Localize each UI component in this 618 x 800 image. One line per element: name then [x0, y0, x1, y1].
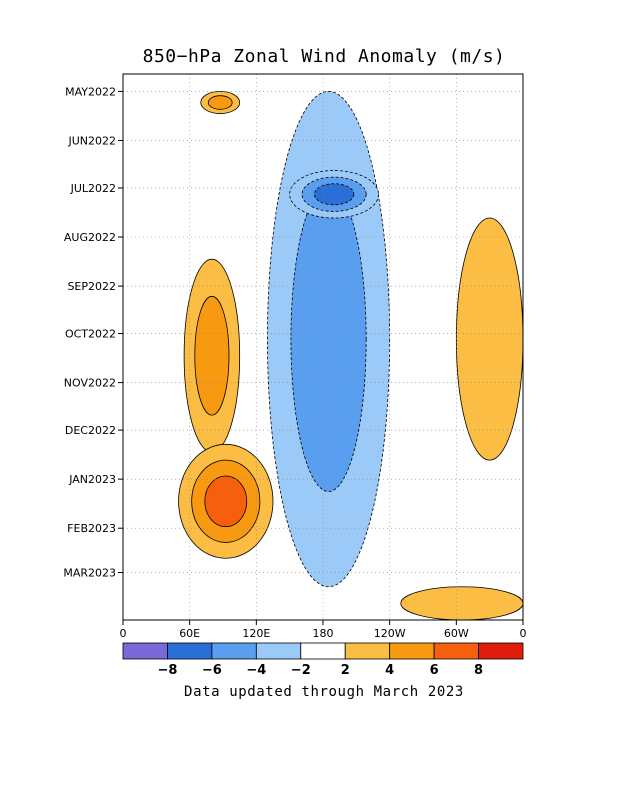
colorbar-swatch — [389, 642, 435, 660]
contour-band — [207, 95, 233, 110]
x-tick-label: 120W — [374, 627, 406, 640]
colorbar-label: −8 — [157, 663, 177, 678]
y-tick-label: SEP2022 — [67, 280, 116, 293]
colorbar-swatch — [211, 642, 257, 660]
x-tick-label: 180 — [313, 627, 334, 640]
y-tick-label: JAN2023 — [68, 473, 116, 486]
x-tick-label: 60W — [444, 627, 469, 640]
y-tick-label: JUL2022 — [70, 182, 116, 195]
x-tick-label: 120E — [242, 627, 270, 640]
westerly-anomaly-2 — [178, 443, 274, 559]
x-tick-label: 0 — [520, 627, 527, 640]
colorbar: −8 −6 −4 −2 2 4 6 8 — [122, 642, 524, 678]
colorbar-swatch — [255, 642, 302, 660]
y-tick-label: OCT2022 — [65, 328, 116, 341]
colorbar-label: 6 — [430, 663, 439, 678]
colorbar-label: 2 — [341, 663, 350, 678]
contour-band — [400, 586, 523, 620]
x-tick-label: 60E — [179, 627, 200, 640]
colorbar-swatch — [122, 642, 168, 660]
grid-lines — [123, 74, 523, 620]
anomaly-field — [178, 91, 523, 620]
y-tick-label: JUN2022 — [67, 134, 116, 147]
colorbar-swatch — [433, 642, 479, 660]
colorbar-swatch — [478, 642, 524, 660]
westerly-anomaly-0 — [200, 91, 241, 114]
colorbar-label: −6 — [202, 663, 222, 678]
y-tick-label: DEC2022 — [65, 424, 116, 437]
contour-band — [204, 475, 248, 528]
contour-band — [455, 217, 523, 461]
x-axis: 0 60E 120E 180 120W 60W 0 — [120, 620, 527, 640]
colorbar-label: −4 — [246, 663, 266, 678]
colorbar-swatch — [300, 642, 346, 660]
colorbar-label: 8 — [474, 663, 483, 678]
westerly-anomaly-3 — [455, 217, 523, 461]
colorbar-swatch — [167, 642, 213, 660]
colorbar-label: −2 — [291, 663, 311, 678]
y-tick-label: MAR2023 — [63, 567, 116, 580]
y-tick-label: NOV2022 — [64, 377, 116, 390]
westerly-anomaly-4 — [400, 586, 523, 620]
colorbar-label: 4 — [385, 663, 394, 678]
contour-band — [290, 186, 367, 492]
data-updated-note: Data updated through March 2023 — [184, 684, 464, 700]
westerly-anomaly-1 — [183, 258, 241, 453]
easterly-anomaly-6 — [289, 170, 379, 219]
colorbar-swatch — [344, 642, 391, 660]
contour-band — [194, 295, 230, 416]
y-tick-label: MAY2022 — [65, 85, 116, 98]
y-axis: MAY2022 JUN2022 JUL2022 AUG2022 SEP2022 OCT20… — [63, 85, 123, 580]
easterly-anomaly-5 — [267, 91, 391, 588]
x-tick-label: 0 — [120, 627, 127, 640]
chart-title: 850−hPa Zonal Wind Anomaly (m/s) — [142, 46, 506, 67]
y-tick-label: AUG2022 — [64, 231, 116, 244]
y-tick-label: FEB2023 — [67, 522, 116, 535]
contour-band — [313, 183, 355, 206]
